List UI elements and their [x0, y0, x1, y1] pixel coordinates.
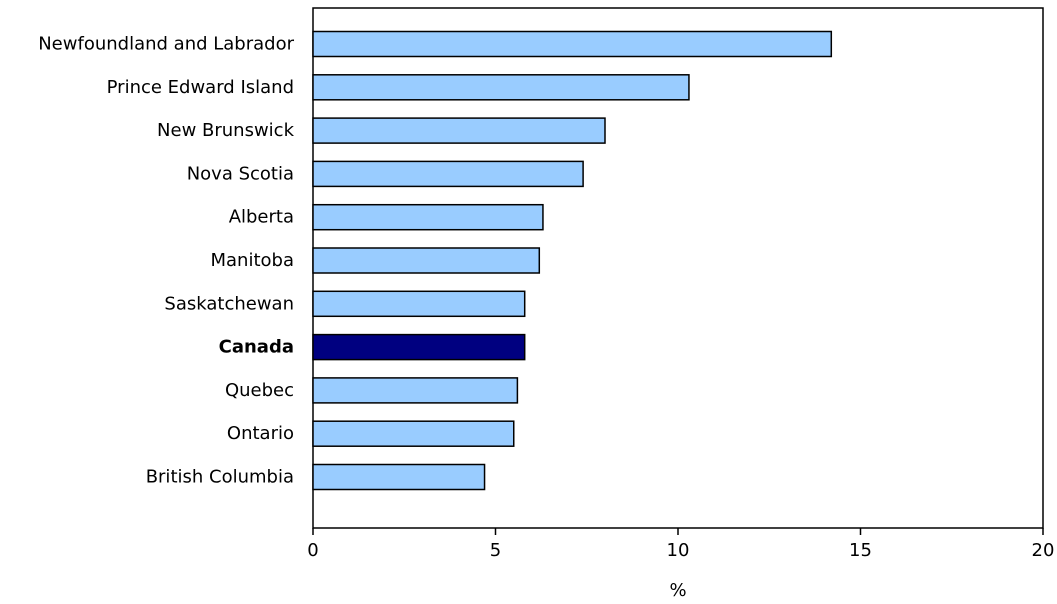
category-label-new-brunswick: New Brunswick: [157, 120, 295, 141]
bar-canada: [312, 333, 526, 361]
bar-saskatchewan: [312, 290, 526, 318]
bar-quebec: [312, 377, 519, 404]
category-label-manitoba: Manitoba: [211, 250, 295, 271]
category-label-prince-edward-island: Prince Edward Island: [107, 77, 294, 98]
bar-alberta: [312, 203, 544, 231]
bar-nova-scotia: [312, 160, 584, 188]
category-label-alberta: Alberta: [229, 207, 294, 228]
x-tick-label: 20: [1032, 540, 1055, 561]
bar-ontario: [312, 420, 515, 447]
x-tick-label: 10: [667, 540, 690, 561]
category-labels: Newfoundland and Labrador Prince Edward I…: [38, 34, 294, 488]
x-tick-label: 0: [307, 540, 318, 561]
category-label-british-columbia: British Columbia: [146, 467, 294, 488]
bar-manitoba: [312, 247, 541, 274]
x-axis-title: %: [669, 580, 686, 600]
category-label-quebec: Quebec: [225, 380, 294, 401]
category-label-nova-scotia: Nova Scotia: [187, 163, 294, 184]
x-tick-label: 15: [849, 540, 872, 561]
category-label-saskatchewan: Saskatchewan: [164, 293, 294, 314]
bar-newfoundland-and-labrador: [312, 30, 833, 58]
bar-new-brunswick: [312, 117, 606, 144]
x-axis-ticks: 0 5 10 15 20: [307, 528, 1054, 561]
category-label-ontario: Ontario: [227, 423, 294, 444]
bars-layer: [312, 30, 833, 491]
bar-prince-edward-island: [312, 74, 690, 101]
category-label-newfoundland-and-labrador: Newfoundland and Labrador: [38, 34, 294, 55]
category-label-canada: Canada: [219, 337, 294, 358]
x-tick-label: 5: [490, 540, 501, 561]
bar-british-columbia: [312, 463, 486, 491]
